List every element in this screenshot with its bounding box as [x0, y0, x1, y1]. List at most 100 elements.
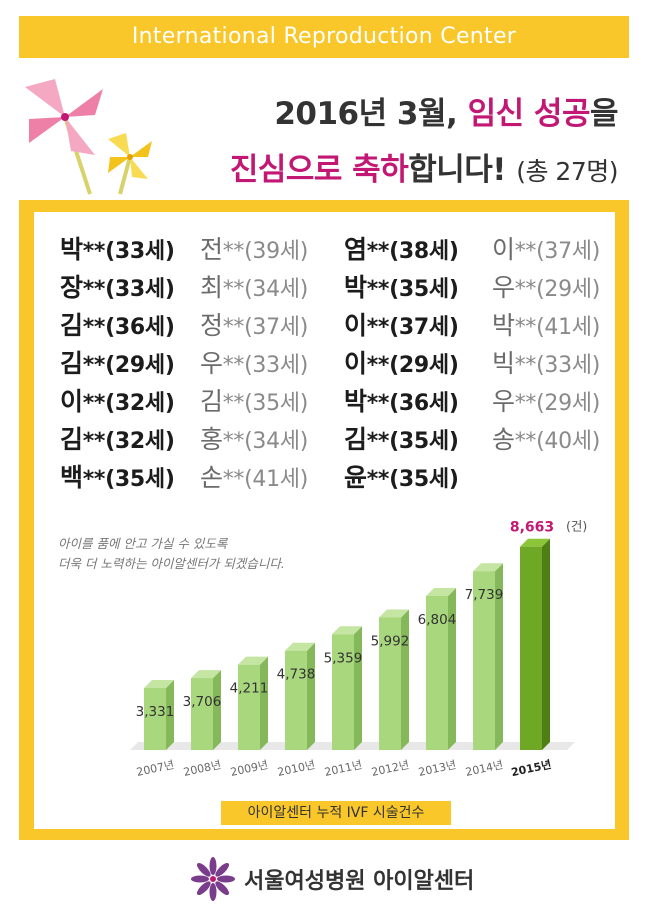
name-entry: 전**(39세) [200, 230, 308, 266]
name-surname: 이 [344, 349, 367, 378]
name-entry: 홍**(34세) [200, 420, 308, 456]
name-age: **(33세) [82, 277, 175, 302]
name-surname: 우 [492, 273, 515, 302]
name-age: **(29세) [82, 353, 175, 378]
bar-top [191, 670, 221, 679]
name-entry: 우**(29세) [492, 382, 600, 418]
bar-top [426, 587, 456, 596]
bar-side [448, 587, 456, 750]
name-entry: 박**(35세) [344, 268, 459, 304]
bar-top [238, 656, 268, 665]
name-age: **(37세) [514, 239, 601, 264]
name-entry: 최**(34세) [200, 268, 308, 304]
name-surname: 김 [344, 425, 367, 454]
bar [144, 688, 166, 750]
footer-hospital-name: 서울여성병원 아이알센터 [244, 869, 475, 894]
bar [473, 571, 495, 750]
bar [520, 546, 542, 750]
name-age: **(38세) [366, 239, 459, 264]
bar-value-label: 4,738 [277, 667, 316, 683]
bar-side [166, 680, 174, 750]
name-age: **(34세) [222, 277, 309, 302]
name-age: **(35세) [366, 429, 459, 454]
bar-side [260, 656, 268, 750]
name-age: **(41세) [222, 467, 309, 492]
name-entry: 김**(36세) [60, 306, 175, 342]
name-entry: 이**(32세) [60, 382, 175, 418]
bar-top [285, 642, 315, 651]
bar-top [520, 538, 550, 547]
bar-side [213, 670, 221, 750]
bar [285, 650, 307, 750]
name-entry: 손**(41세) [200, 458, 308, 494]
name-age: **(36세) [82, 315, 175, 340]
name-surname: 손 [200, 463, 223, 492]
content-panel: 박**(33세) 장**(33세) 김**(36세) 김**(29세) 이**(32세)… [34, 212, 615, 829]
name-entry: 장**(33세) [60, 268, 175, 304]
bar [332, 634, 354, 750]
flower-logo-icon [191, 857, 235, 901]
name-entry: 김**(35세) [200, 382, 308, 418]
name-entry: 박**(36세) [344, 382, 459, 418]
bar-side [401, 609, 409, 750]
name-entry: 우**(29세) [492, 268, 600, 304]
name-age: **(32세) [82, 391, 175, 416]
name-age: **(35세) [222, 391, 309, 416]
name-age: **(33세) [514, 353, 601, 378]
bar [379, 617, 401, 750]
bar-value-label: 3,331 [136, 704, 175, 720]
name-age: **(34세) [222, 429, 309, 454]
name-surname: 염 [344, 235, 367, 264]
name-surname: 송 [492, 425, 515, 454]
bar-top [332, 626, 362, 635]
name-surname: 김 [60, 349, 83, 378]
name-surname: 우 [200, 349, 223, 378]
name-entry: 이**(29세) [344, 344, 459, 380]
name-surname: 이 [344, 311, 367, 340]
headline-line-2: 진심으로 축하합니다! (총 27명) [229, 144, 619, 189]
name-surname: 김 [60, 311, 83, 340]
name-entry: 박**(33세) [60, 230, 175, 266]
bar-value-label: 8,663 [510, 520, 554, 536]
brand-title: International Reproduction Center [131, 24, 517, 49]
name-entry: 김**(29세) [60, 344, 175, 380]
name-entry: 이**(37세) [344, 306, 459, 342]
x-tick-label: 2013년 [417, 758, 457, 779]
x-tick-label: 2009년 [229, 758, 269, 779]
bar [426, 595, 448, 750]
name-age: **(37세) [222, 315, 309, 340]
name-age: **(29세) [514, 277, 601, 302]
headline-date: 2016년 3월, [274, 96, 468, 132]
name-surname: 박 [344, 273, 367, 302]
x-tick-label: 2010년 [276, 758, 316, 779]
bar-top [379, 609, 409, 618]
pinwheel-icon [25, 79, 152, 195]
x-tick-label: 2007년 [135, 758, 175, 779]
footer: 서울여성병원 아이알센터 [190, 856, 474, 902]
name-age: **(33세) [82, 239, 175, 264]
name-surname: 전 [200, 235, 223, 264]
name-age: **(29세) [366, 353, 459, 378]
headline-accent-congrats: 진심으로 축하 [229, 152, 409, 188]
bar-value-label: 5,992 [371, 633, 410, 649]
name-age: **(32세) [82, 429, 175, 454]
x-tick-label: 2014년 [464, 758, 504, 779]
name-age: **(41세) [514, 315, 601, 340]
name-entry: 빅**(33세) [492, 344, 600, 380]
name-surname: 박 [344, 387, 367, 416]
bar [238, 664, 260, 750]
name-age: **(39세) [222, 239, 309, 264]
name-surname: 백 [60, 463, 83, 492]
brand-banner: International Reproduction Center [19, 16, 629, 58]
x-tick-label: 2008년 [182, 758, 222, 779]
name-entry: 김**(32세) [60, 420, 175, 456]
bar-side [495, 563, 503, 750]
name-entry: 정**(37세) [200, 306, 308, 342]
bar-side [354, 626, 362, 750]
name-surname: 이 [492, 235, 515, 264]
headline-line-1: 2016년 3월, 임신 성공을 [274, 88, 618, 133]
chart-caption: 아이알센터 누적 IVF 시술건수 [221, 801, 451, 825]
name-surname: 정 [200, 311, 223, 340]
bar-value-label: 5,359 [324, 650, 363, 666]
name-surname: 최 [200, 273, 223, 302]
